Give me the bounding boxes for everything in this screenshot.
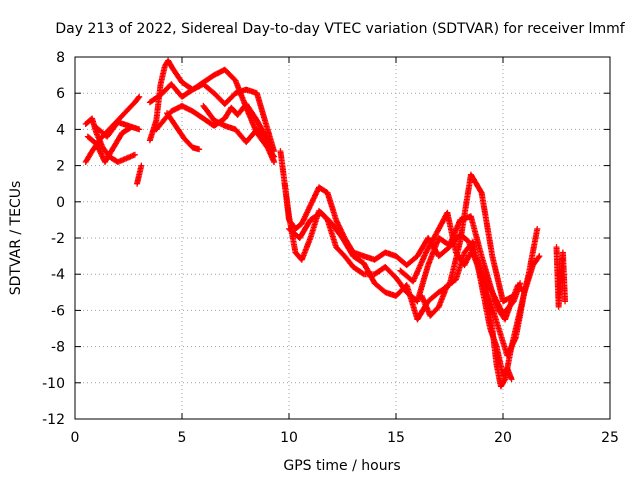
axis-ticks (74, 56, 611, 420)
x-tick-label: 10 (280, 430, 298, 446)
data-point-markers (93, 119, 143, 140)
y-tick-label: 2 (56, 159, 65, 175)
y-tick-labels: 8 6 4 2 0 -2 -4 -6 -8 -10 -12 (42, 50, 65, 428)
data-point-markers (418, 238, 515, 383)
data-points (82, 57, 569, 390)
series-track-d (93, 119, 143, 140)
data-point-markers (200, 102, 278, 165)
data-point-markers (164, 110, 203, 153)
series-track-h (153, 101, 278, 165)
data-point-markers (153, 101, 278, 165)
y-tick-label: -4 (51, 267, 65, 283)
chart-title: Day 213 of 2022, Sidereal Day-to-day VTE… (55, 21, 625, 37)
data-point-markers (146, 57, 278, 160)
data-point-markers (146, 81, 278, 155)
y-tick-label: 4 (56, 122, 65, 138)
series-track-p (478, 253, 543, 359)
series-track-m (286, 171, 517, 323)
series-track-g (146, 81, 278, 155)
series-track-j (200, 102, 278, 165)
y-axis-title: SDTVAR / TECUs (8, 181, 24, 296)
data-point-markers (397, 209, 528, 323)
y-tick-label: -12 (42, 412, 65, 428)
y-tick-label: -6 (51, 303, 65, 319)
x-tick-label: 15 (387, 430, 405, 446)
data-point-markers (82, 115, 138, 165)
y-tick-label: -2 (51, 231, 65, 247)
series-track-i (164, 110, 203, 153)
data-point-markers (84, 124, 134, 165)
x-tick-label: 20 (494, 430, 512, 446)
grid-lines (75, 57, 610, 419)
x-axis-title: GPS time / hours (283, 458, 400, 474)
y-tick-label: -8 (51, 340, 65, 356)
series-track-f (146, 57, 278, 160)
x-tick-label: 0 (71, 430, 80, 446)
data-point-markers (134, 162, 145, 187)
y-tick-label: 8 (56, 50, 65, 66)
x-tick-label: 5 (178, 430, 187, 446)
x-tick-label: 25 (601, 430, 619, 446)
data-point-markers (286, 171, 517, 323)
series-track-c (84, 124, 134, 165)
y-tick-label: 0 (56, 195, 65, 211)
series-track-a (82, 115, 138, 165)
data-point-markers (553, 244, 569, 310)
y-tick-label: -10 (42, 376, 65, 392)
series-track-e (134, 162, 145, 187)
x-tick-labels: 0 5 10 15 20 25 (71, 430, 619, 446)
series-track-o (418, 238, 515, 383)
series-track-q (553, 244, 569, 310)
series-track-n (397, 209, 528, 323)
y-tick-label: 6 (56, 86, 65, 102)
data-point-markers (478, 253, 543, 359)
